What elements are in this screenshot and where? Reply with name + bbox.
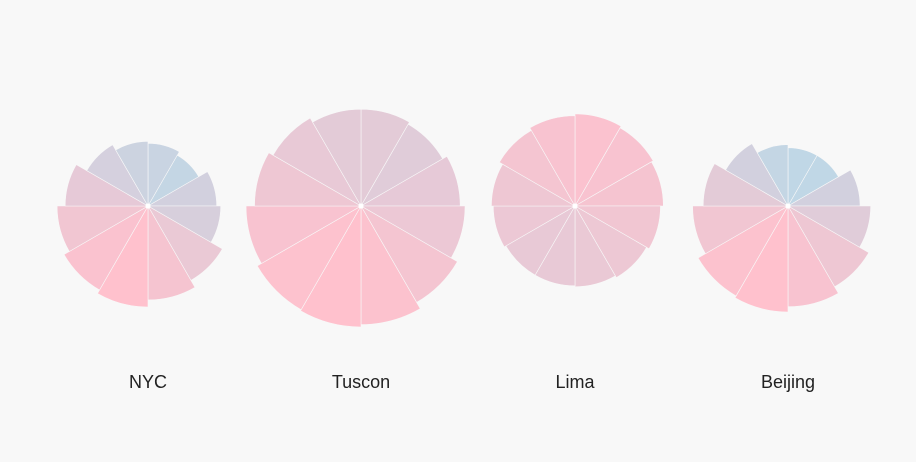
lima-wedge-6 <box>574 204 616 288</box>
nyc-wedge-7 <box>97 204 149 308</box>
beijing-wedges <box>692 143 871 313</box>
nyc-label: NYC <box>129 372 167 392</box>
beijing-polar-chart: Beijing <box>692 143 871 392</box>
lima-label: Lima <box>555 372 595 392</box>
beijing-wedge-7 <box>734 204 789 313</box>
beijing-center-dot <box>785 203 791 209</box>
beijing-wedge-10 <box>702 163 790 207</box>
lima-wedge-3 <box>573 161 664 207</box>
lima-wedge-2 <box>574 127 654 207</box>
tuscon-wedges <box>245 108 466 328</box>
lima-wedge-1 <box>574 113 622 208</box>
nyc-wedge-9 <box>56 205 150 252</box>
nyc-center-dot <box>145 203 151 209</box>
nyc-wedge-10 <box>64 164 150 207</box>
tuscon-wedge-8 <box>256 205 362 311</box>
nyc-wedge-12 <box>115 141 149 208</box>
lima-wedge-4 <box>573 205 661 250</box>
beijing-wedge-8 <box>697 205 789 297</box>
tuscon-wedge-7 <box>300 204 362 328</box>
lima-wedges <box>491 113 664 288</box>
tuscon-label: Tuscon <box>332 372 390 392</box>
beijing-label: Beijing <box>761 372 815 392</box>
beijing-wedge-9 <box>692 205 790 255</box>
nyc-polar-chart: NYC <box>56 141 223 392</box>
lima-wedge-12 <box>529 115 576 208</box>
tuscon-center-dot <box>358 203 364 209</box>
tuscon-wedge-11 <box>272 117 362 207</box>
tuscon-wedge-9 <box>245 205 363 264</box>
beijing-wedge-11 <box>725 143 789 207</box>
lima-wedge-5 <box>574 205 647 278</box>
lima-center-dot <box>572 203 578 209</box>
beijing-wedge-12 <box>756 144 789 208</box>
tuscon-polar-chart: Tuscon <box>245 108 466 392</box>
tuscon-wedge-12 <box>312 108 362 208</box>
nyc-wedges <box>56 141 223 308</box>
lima-polar-chart: Lima <box>491 113 664 392</box>
tuscon-wedge-10 <box>254 152 363 207</box>
nyc-wedge-8 <box>63 205 149 291</box>
nyc-wedge-11 <box>86 144 149 207</box>
